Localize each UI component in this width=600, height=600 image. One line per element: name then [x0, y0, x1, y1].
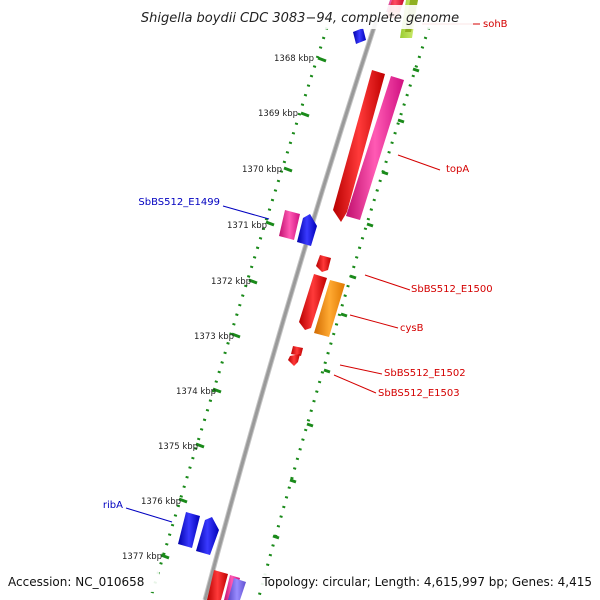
tick-label: 1374 kbp [176, 387, 216, 397]
tick-label: 1368 kbp [274, 54, 314, 64]
label-SbBS512_E1499[interactable]: SbBS512_E1499 [138, 197, 220, 208]
tick-label: 1369 kbp [258, 109, 298, 119]
label-ribA[interactable]: ribA [103, 500, 123, 511]
outer-ring-track [256, 17, 434, 600]
feature-topA[interactable] [346, 76, 404, 220]
outer-ring-ticks [272, 67, 420, 540]
feature-blue-small[interactable] [297, 214, 317, 246]
feature-cysB[interactable] [314, 280, 345, 337]
tick-label: 1373 kbp [194, 332, 234, 342]
tick-label: 1372 kbp [211, 277, 251, 287]
label-SbBS512_E1500[interactable]: SbBS512_E1500 [411, 284, 493, 295]
feature-SbBS512_E1500[interactable] [316, 255, 331, 272]
genome-backbone [202, 17, 380, 600]
genome-backbone-highlight [203, 17, 379, 600]
feature-ribA[interactable] [178, 512, 200, 548]
feature-slate-bottom[interactable] [228, 578, 246, 600]
label-sohB[interactable]: sohB [483, 19, 508, 30]
feature-red-long[interactable] [333, 70, 385, 222]
feature-red-mid[interactable] [299, 274, 327, 330]
label-SbBS512_E1503[interactable]: SbBS512_E1503 [378, 388, 460, 399]
genome-summary-text: Topology: circular; Length: 4,615,997 bp… [261, 575, 592, 589]
tick-label: 1370 kbp [242, 165, 282, 175]
inner-ring-track [148, 17, 332, 600]
feature-SbBS512_E1499[interactable] [279, 210, 300, 240]
tick-labels: 1368 kbp 1369 kbp 1370 kbp 1371 kbp 1372… [122, 54, 314, 562]
feature-blue-ribA-neighbour[interactable] [196, 517, 219, 555]
feature-SbBS512_E1502[interactable] [291, 346, 303, 356]
tick-label: 1371 kbp [227, 221, 267, 231]
label-topA[interactable]: topA [446, 164, 469, 175]
tick-label: 1375 kbp [158, 442, 198, 452]
map-title: Shigella boydii CDC 3083−94, complete ge… [141, 11, 459, 26]
feature-blue-top[interactable] [353, 28, 366, 44]
label-cysB[interactable]: cysB [400, 323, 424, 334]
feature-red-bottom[interactable] [207, 570, 228, 600]
accession-text: Accession: NC_010658 [8, 575, 144, 589]
feature-SbBS512_E1503[interactable] [288, 354, 300, 366]
tick-label: 1377 kbp [122, 552, 162, 562]
inner-ring-ticks [160, 56, 327, 560]
tick-label: 1376 kbp [141, 497, 181, 507]
label-SbBS512_E1502[interactable]: SbBS512_E1502 [384, 368, 466, 379]
